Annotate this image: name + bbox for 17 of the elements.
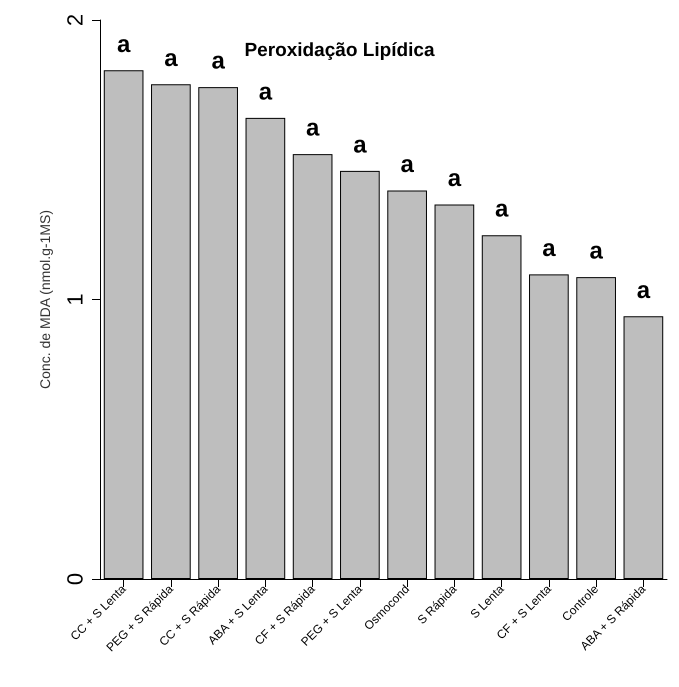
y-tick-label: 0 [62, 572, 88, 586]
data-label: a [400, 150, 414, 178]
data-label: a [211, 48, 226, 75]
y-tick-label: 2 [62, 14, 88, 26]
y-tick-label: 1 [62, 293, 88, 306]
data-label: a [636, 276, 651, 304]
data-label: a [353, 131, 368, 158]
data-label: a [542, 234, 556, 262]
data-label: a [589, 238, 604, 265]
y-axis-title: Conc. de MDA (nmol.g-1MS) [37, 210, 53, 389]
text: Peroxidação Lipídica [244, 40, 435, 61]
data-label: a [494, 196, 509, 223]
data-label: a [116, 30, 131, 58]
data-label: a [258, 78, 273, 106]
data-label: a [164, 44, 178, 72]
data-label: a [448, 164, 462, 192]
data-label: a [306, 114, 320, 142]
